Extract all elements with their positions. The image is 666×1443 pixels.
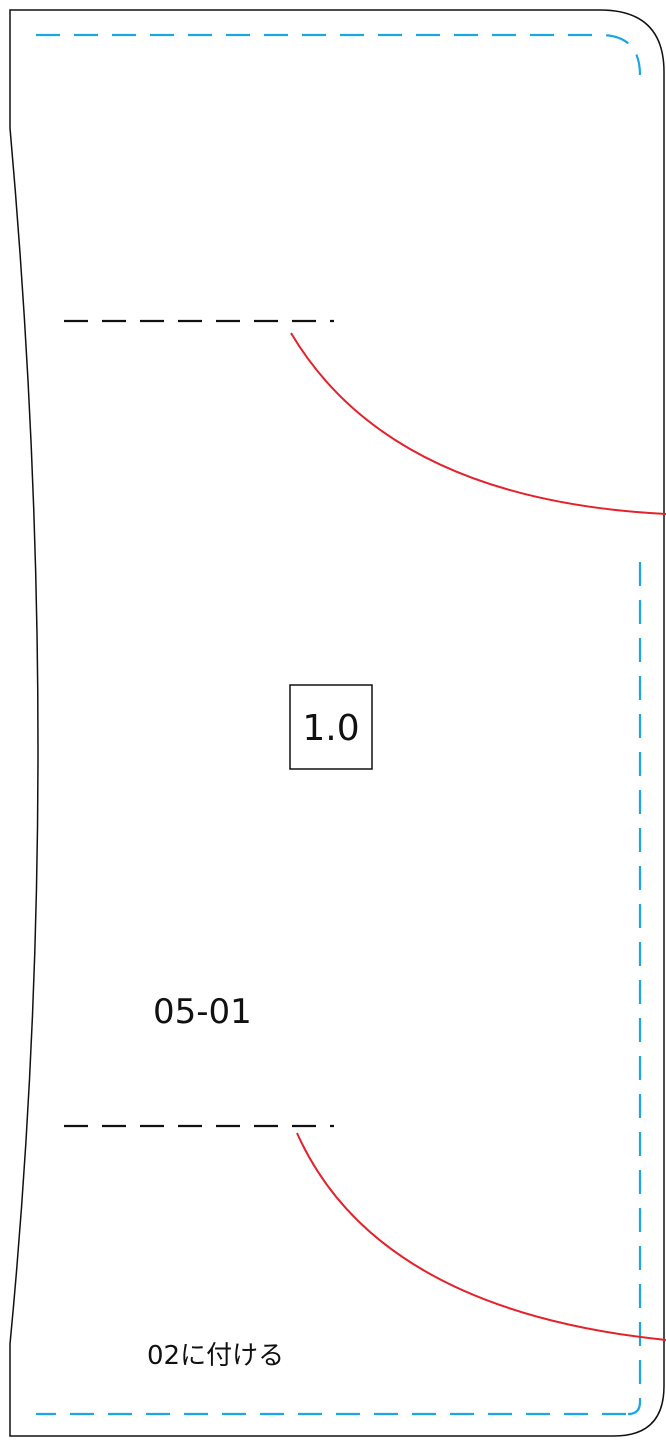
attach-note-label: 02に付ける <box>147 1341 284 1371</box>
piece-code-label: 05-01 <box>153 992 252 1032</box>
guide-curve-lower <box>296 1132 666 1341</box>
size-box-label: 1.0 <box>302 708 359 749</box>
guide-curve-upper <box>290 332 666 515</box>
size-box <box>289 684 373 770</box>
piece-outline <box>9 9 665 1437</box>
seam-line-right <box>627 562 642 1416</box>
seam-line-top <box>36 33 642 76</box>
